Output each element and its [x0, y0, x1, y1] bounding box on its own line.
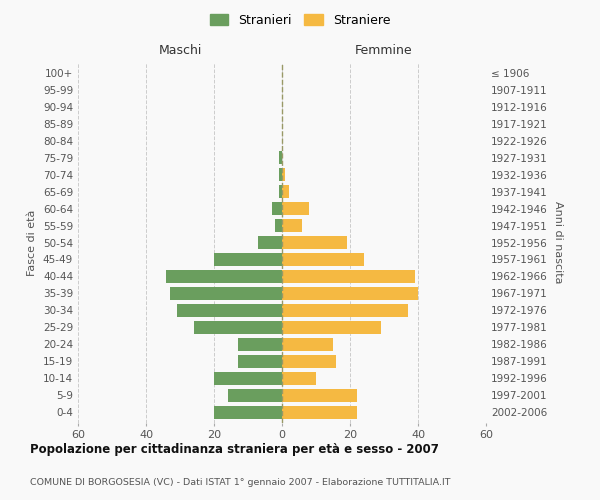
Text: Maschi: Maschi: [158, 44, 202, 58]
Bar: [282, 270, 415, 283]
Bar: [227, 389, 282, 402]
Bar: [282, 287, 418, 300]
Bar: [282, 236, 347, 249]
Bar: [282, 406, 357, 418]
Bar: [214, 406, 282, 418]
Text: COMUNE DI BORGOSESIA (VC) - Dati ISTAT 1° gennaio 2007 - Elaborazione TUTTITALIA: COMUNE DI BORGOSESIA (VC) - Dati ISTAT 1…: [30, 478, 451, 487]
Bar: [214, 253, 282, 266]
Legend: Stranieri, Straniere: Stranieri, Straniere: [205, 8, 395, 32]
Text: Popolazione per cittadinanza straniera per età e sesso - 2007: Popolazione per cittadinanza straniera p…: [30, 442, 439, 456]
Bar: [282, 168, 286, 181]
Bar: [282, 355, 337, 368]
Bar: [238, 338, 282, 351]
Bar: [278, 151, 282, 164]
Bar: [282, 321, 380, 334]
Bar: [282, 185, 289, 198]
Bar: [278, 168, 282, 181]
Bar: [176, 304, 282, 317]
Text: Femmine: Femmine: [355, 44, 413, 58]
Y-axis label: Fasce di età: Fasce di età: [28, 210, 37, 276]
Bar: [282, 338, 333, 351]
Bar: [214, 372, 282, 384]
Bar: [282, 202, 309, 215]
Bar: [272, 202, 282, 215]
Bar: [170, 287, 282, 300]
Bar: [282, 389, 357, 402]
Bar: [282, 304, 408, 317]
Bar: [282, 219, 302, 232]
Bar: [282, 372, 316, 384]
Bar: [258, 236, 282, 249]
Bar: [275, 219, 282, 232]
Y-axis label: Anni di nascita: Anni di nascita: [553, 201, 563, 284]
Bar: [166, 270, 282, 283]
Bar: [238, 355, 282, 368]
Bar: [282, 253, 364, 266]
Bar: [194, 321, 282, 334]
Bar: [278, 185, 282, 198]
